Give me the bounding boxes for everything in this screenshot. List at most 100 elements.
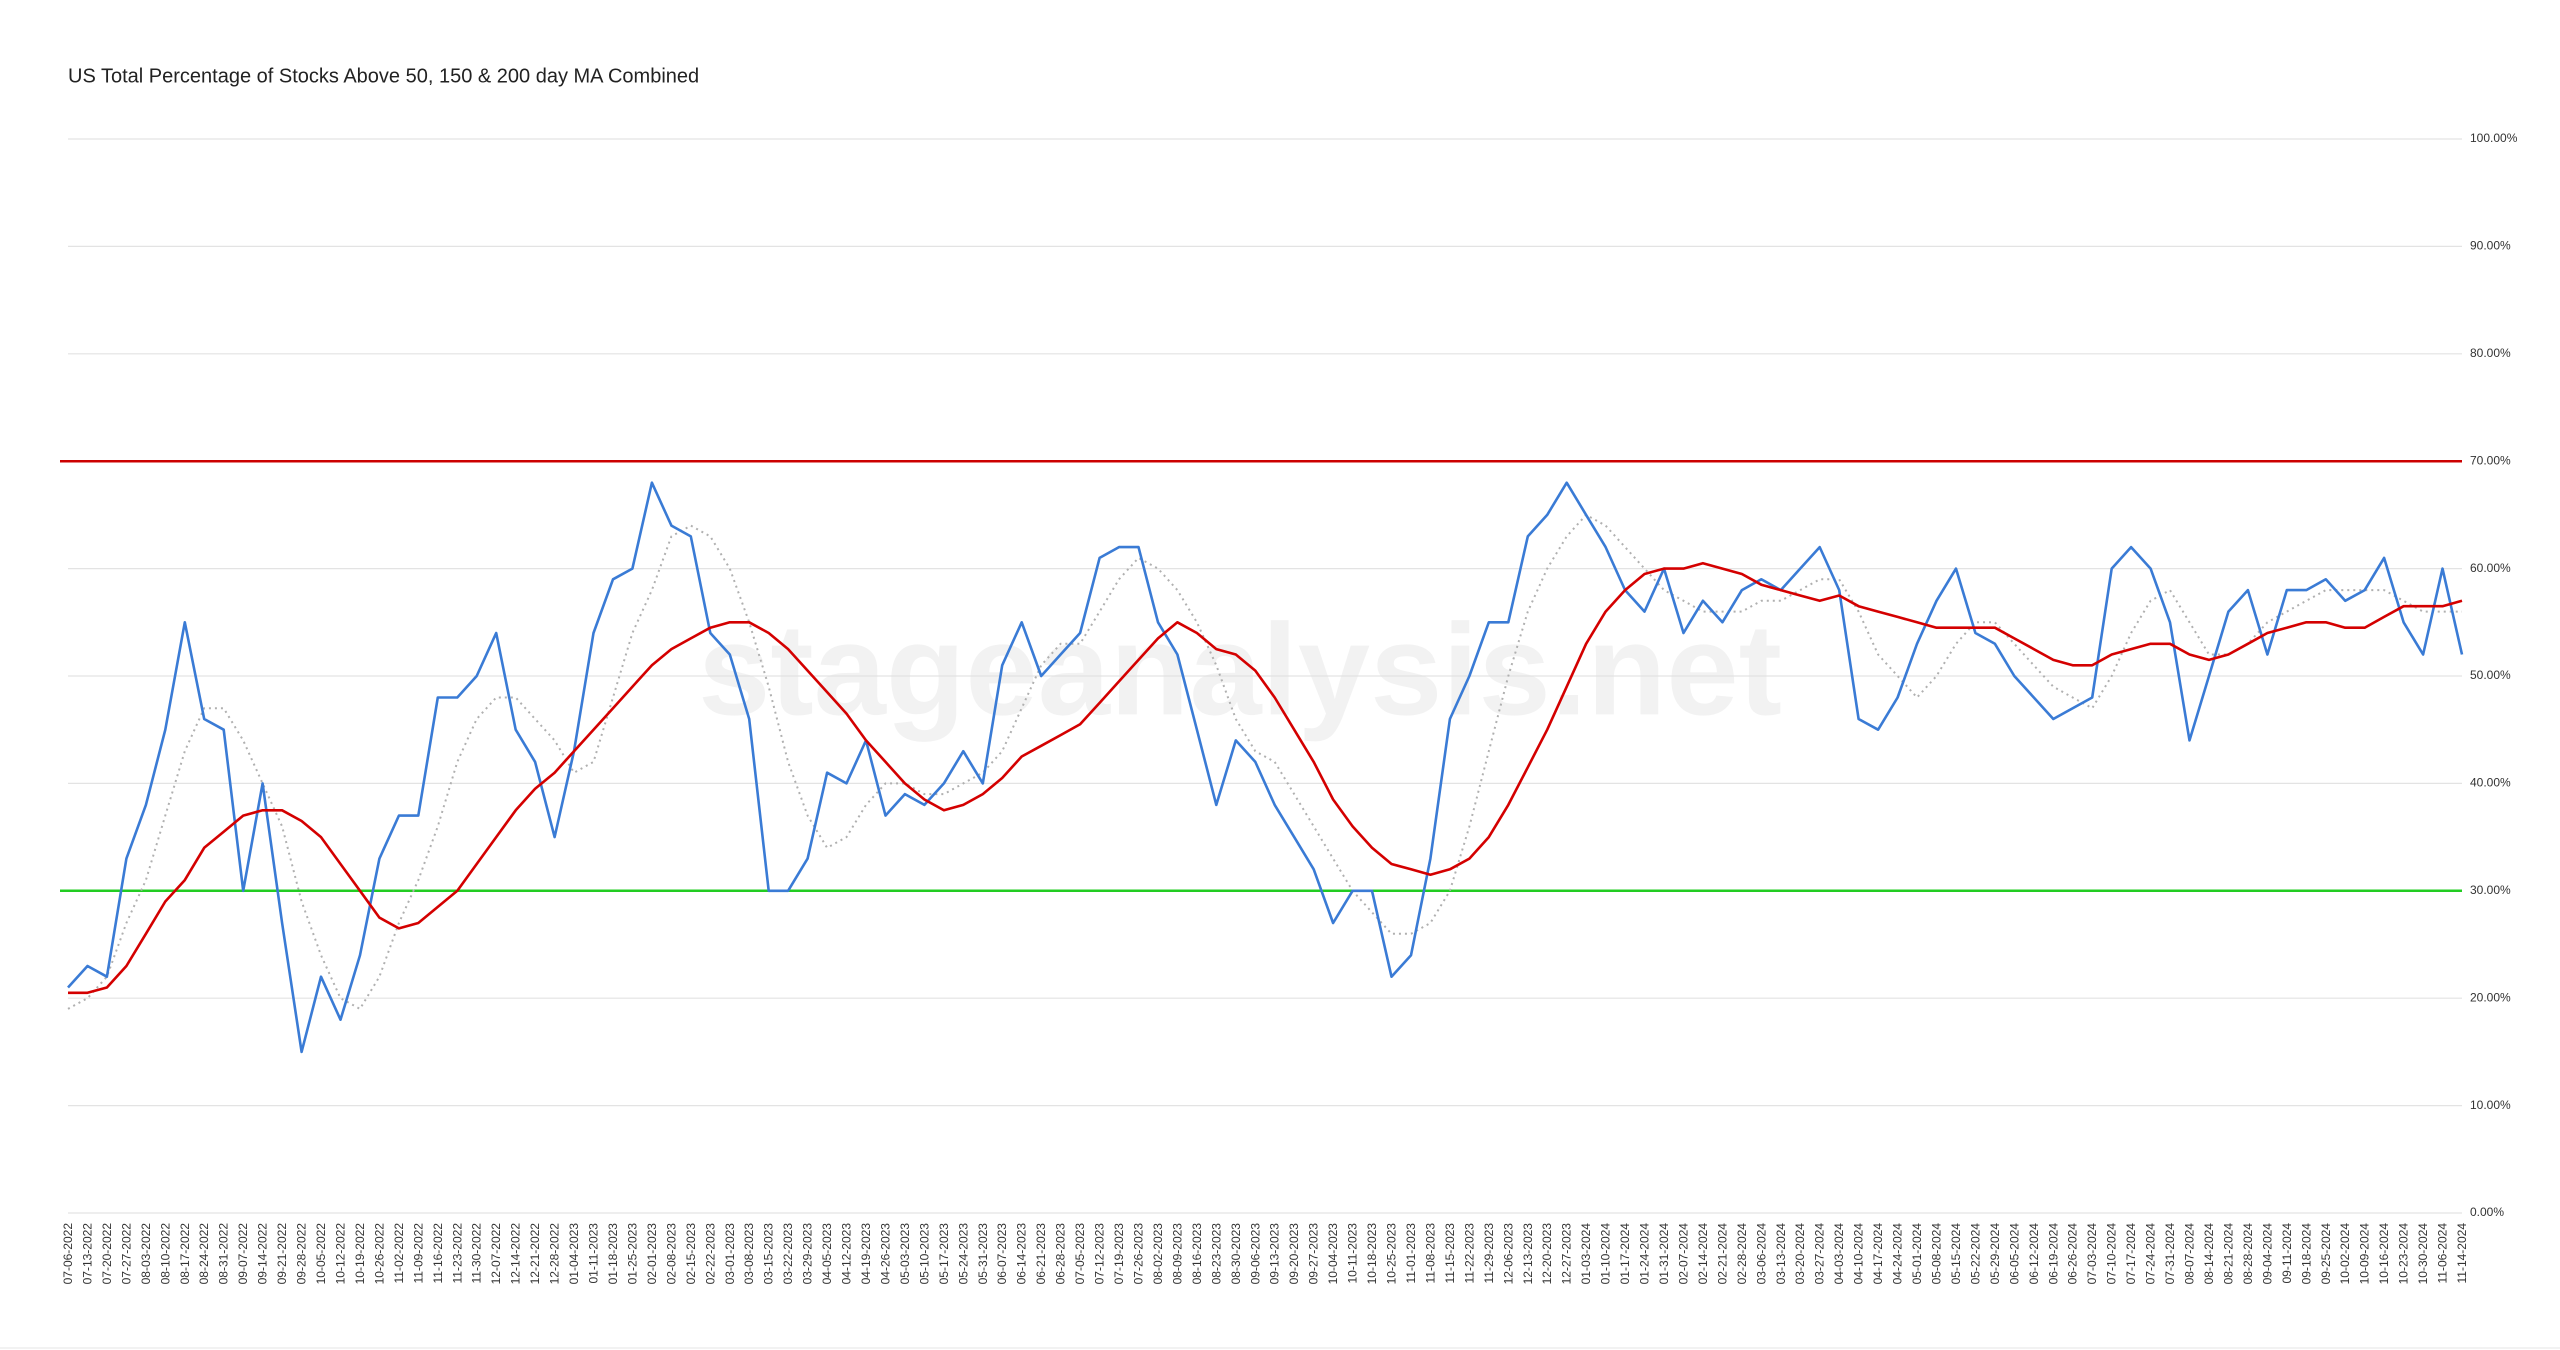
x-tick-label: 09-25-2024 [2319,1223,2333,1285]
x-tick-label: 02-08-2023 [664,1223,678,1285]
y-tick-label: 100.00% [2470,131,2518,145]
x-tick-label: 08-31-2022 [217,1223,231,1285]
x-tick-label: 03-22-2023 [781,1223,795,1285]
x-tick-label: 11-30-2022 [470,1223,484,1284]
x-tick-label: 03-20-2024 [1793,1223,1807,1285]
x-tick-label: 05-03-2023 [898,1223,912,1285]
x-tick-label: 12-20-2023 [1540,1223,1554,1285]
series-line [67,481,2464,1054]
x-tick-label: 01-25-2023 [625,1223,639,1285]
x-tick-label: 12-07-2022 [489,1223,503,1285]
x-tick-label: 09-04-2024 [2260,1223,2274,1285]
x-tick-label: 08-03-2022 [139,1223,153,1285]
x-tick-label: 04-24-2024 [1891,1223,1905,1285]
x-tick-label: 11-14-2024 [2455,1223,2469,1284]
x-tick-label: 08-30-2023 [1229,1223,1243,1285]
x-tick-label: 08-09-2023 [1170,1223,1184,1285]
y-tick-label: 80.00% [2470,346,2511,360]
x-tick-label: 11-01-2023 [1404,1223,1418,1284]
x-tick-label: 05-10-2023 [917,1223,931,1285]
y-tick-label: 60.00% [2470,561,2511,575]
x-tick-label: 09-21-2022 [275,1223,289,1285]
x-tick-label: 04-10-2024 [1852,1223,1866,1285]
x-tick-label: 10-19-2022 [353,1223,367,1285]
y-tick-label: 50.00% [2470,668,2511,682]
x-tick-label: 10-25-2023 [1385,1223,1399,1285]
x-tick-label: 05-17-2023 [937,1223,951,1285]
ma-line-dotted [67,513,2462,1010]
x-tick-label: 08-07-2024 [2183,1223,2197,1285]
x-tick-label: 09-20-2023 [1287,1223,1301,1285]
y-tick-label: 30.00% [2470,883,2511,897]
x-tick-label: 09-28-2022 [295,1223,309,1285]
x-tick-label: 11-29-2023 [1482,1223,1496,1284]
x-tick-label: 11-09-2022 [411,1223,425,1284]
x-tick-label: 07-17-2024 [2124,1223,2138,1285]
x-tick-label: 04-05-2023 [820,1223,834,1285]
x-tick-label: 01-24-2024 [1638,1223,1652,1285]
x-tick-label: 02-15-2023 [684,1223,698,1285]
x-tick-label: 02-21-2024 [1715,1223,1729,1285]
x-tick-label: 01-10-2024 [1599,1223,1613,1285]
y-tick-label: 70.00% [2470,453,2511,467]
x-tick-label: 03-27-2024 [1813,1223,1827,1285]
x-tick-label: 04-19-2023 [859,1223,873,1285]
x-tick-label: 12-14-2022 [509,1223,523,1285]
x-tick-label: 08-14-2024 [2202,1223,2216,1285]
x-tick-label: 08-02-2023 [1151,1223,1165,1285]
x-tick-label: 07-24-2024 [2144,1223,2158,1285]
x-tick-label: 08-28-2024 [2241,1223,2255,1285]
x-tick-label: 08-21-2024 [2221,1223,2235,1285]
x-tick-label: 12-27-2023 [1560,1223,1574,1285]
y-tick-label: 0.00% [2470,1205,2504,1219]
x-tick-label: 03-01-2023 [723,1223,737,1285]
x-tick-label: 10-02-2024 [2338,1223,2352,1285]
x-tick-label: 06-26-2024 [2066,1223,2080,1285]
x-tick-label: 01-18-2023 [606,1223,620,1285]
x-tick-label: 02-01-2023 [645,1223,659,1285]
y-tick-label: 40.00% [2470,776,2511,790]
x-tick-label: 08-16-2023 [1190,1223,1204,1285]
x-tick-label: 02-14-2024 [1696,1223,1710,1285]
x-tick-label: 04-12-2023 [840,1223,854,1285]
x-tick-label: 09-06-2023 [1248,1223,1262,1285]
x-tick-label: 01-11-2023 [587,1223,601,1284]
x-tick-label: 09-11-2024 [2280,1223,2294,1284]
x-tick-label: 09-07-2022 [236,1223,250,1285]
x-tick-label: 03-08-2023 [742,1223,756,1285]
x-tick-label: 10-11-2023 [1346,1223,1360,1284]
y-tick-label: 20.00% [2470,990,2511,1004]
x-tick-label: 11-22-2023 [1462,1223,1476,1284]
x-tick-label: 10-04-2023 [1326,1223,1340,1285]
x-tick-label: 08-23-2023 [1209,1223,1223,1285]
x-tick-label: 01-17-2024 [1618,1223,1632,1285]
x-tick-label: 05-29-2024 [1988,1223,2002,1285]
x-tick-label: 05-01-2024 [1910,1223,1924,1285]
x-tick-label: 07-10-2024 [2105,1223,2119,1285]
x-tick-label: 04-03-2024 [1832,1223,1846,1285]
x-tick-label: 06-19-2024 [2046,1223,2060,1285]
x-tick-label: 11-16-2022 [431,1223,445,1284]
x-tick-label: 06-12-2024 [2027,1223,2041,1285]
x-tick-label: 07-27-2022 [119,1223,133,1285]
x-tick-label: 10-26-2022 [372,1223,386,1285]
x-tick-label: 08-10-2022 [158,1223,172,1285]
x-tick-label: 10-12-2022 [333,1223,347,1285]
x-tick-label: 03-15-2023 [762,1223,776,1285]
x-tick-label: 12-21-2022 [528,1223,542,1285]
x-tick-label: 11-02-2022 [392,1223,406,1284]
x-tick-label: 07-12-2023 [1093,1223,1107,1285]
x-tick-label: 06-21-2023 [1034,1223,1048,1285]
x-tick-label: 09-18-2024 [2299,1223,2313,1285]
x-tick-label: 05-31-2023 [976,1223,990,1285]
x-tick-label: 11-06-2024 [2436,1223,2450,1284]
x-tick-label: 07-03-2024 [2085,1223,2099,1285]
x-tick-label: 01-04-2023 [567,1223,581,1285]
x-tick-label: 10-09-2024 [2358,1223,2372,1285]
x-tick-label: 04-26-2023 [878,1223,892,1285]
x-tick-label: 09-13-2023 [1268,1223,1282,1285]
x-tick-label: 06-28-2023 [1054,1223,1068,1285]
x-tick-label: 02-28-2024 [1735,1223,1749,1285]
x-tick-label: 08-17-2022 [178,1223,192,1285]
